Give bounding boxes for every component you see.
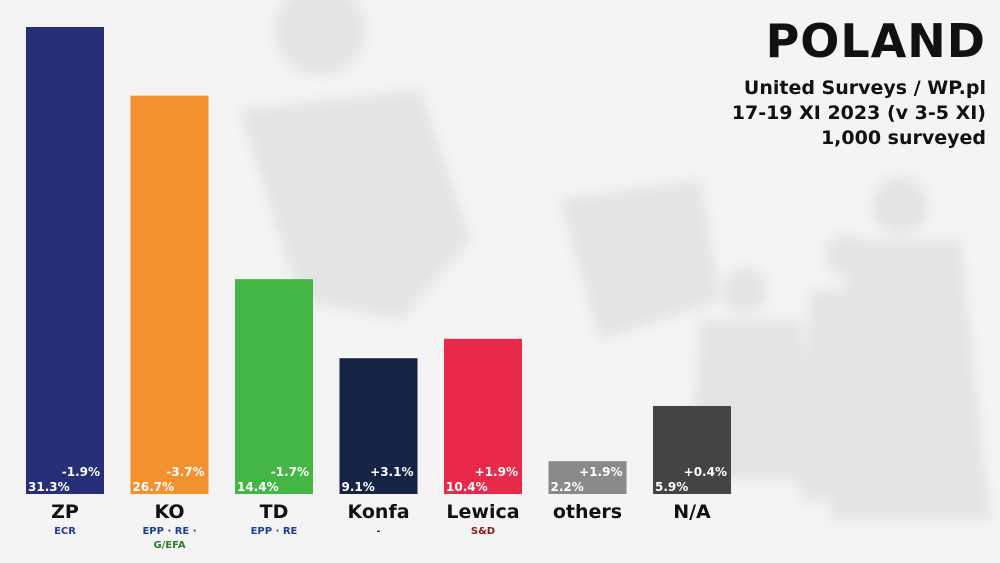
value-label-5: 2.2% [551,480,584,494]
bar-2 [235,279,313,494]
value-label-2: 14.4% [237,480,279,494]
category-label-5: others [553,501,622,523]
group-label-1-0: EPP · RE · [142,526,196,537]
category-label-4: Lewica [446,501,519,523]
poll-info: United Surveys / WP.pl 17-19 XI 2023 (v … [732,76,986,151]
change-label-1: -3.7% [166,465,204,479]
group-label-3-0: - [376,526,380,537]
change-label-5: +1.9% [579,465,622,479]
change-label-6: +0.4% [684,465,727,479]
value-label-4: 10.4% [446,480,488,494]
category-label-2: TD [260,501,289,523]
category-label-6: N/A [673,501,711,523]
category-label-3: Konfa [347,501,409,523]
bar-6 [653,405,731,494]
sample-size: 1,000 surveyed [820,127,986,149]
group-label-4-0: S&D [471,526,495,537]
group-label-1-1: G/EFA [153,540,185,551]
bar-4 [444,338,522,494]
bar-3 [339,358,418,494]
change-label-0: -1.9% [62,465,100,479]
change-label-4: +1.9% [475,465,518,479]
group-label-0-0: ECR [54,526,76,537]
category-label-0: ZP [51,501,79,523]
value-label-0: 31.3% [28,480,70,494]
value-label-1: 26.7% [133,480,175,494]
bar-0 [26,27,104,494]
poll-dates: 17-19 XI 2023 (v 3-5 XI) [731,102,986,124]
value-label-3: 9.1% [342,480,375,494]
category-label-1: KO [154,501,184,523]
change-label-2: -1.7% [271,465,309,479]
group-label-2-0: EPP · RE [251,526,298,537]
change-label-3: +3.1% [370,465,413,479]
bar-1 [130,95,209,494]
pollster-label: United Surveys / WP.pl [743,77,986,99]
value-label-6: 5.9% [655,480,688,494]
chart-title: POLAND [765,14,986,68]
bar-5 [548,461,627,494]
